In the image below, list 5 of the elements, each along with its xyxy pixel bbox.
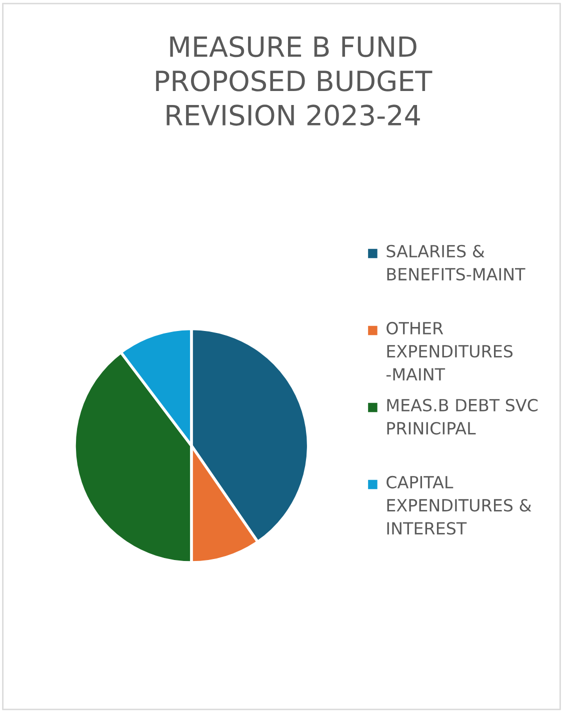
legend-label: MEAS.B DEBT SVC PRINICIPAL xyxy=(387,398,538,435)
legend-label: CAPITAL EXPENDITURES & INTEREST xyxy=(386,476,532,535)
legend-label: OTHER EXPENDITURES -MAINT xyxy=(386,322,513,380)
chart-title: MEASURE B FUND PROPOSED BUDGET REVISION 2023-24 xyxy=(156,36,432,126)
legend-label: SALARIES & BENEFITS-MAINT xyxy=(386,244,526,281)
